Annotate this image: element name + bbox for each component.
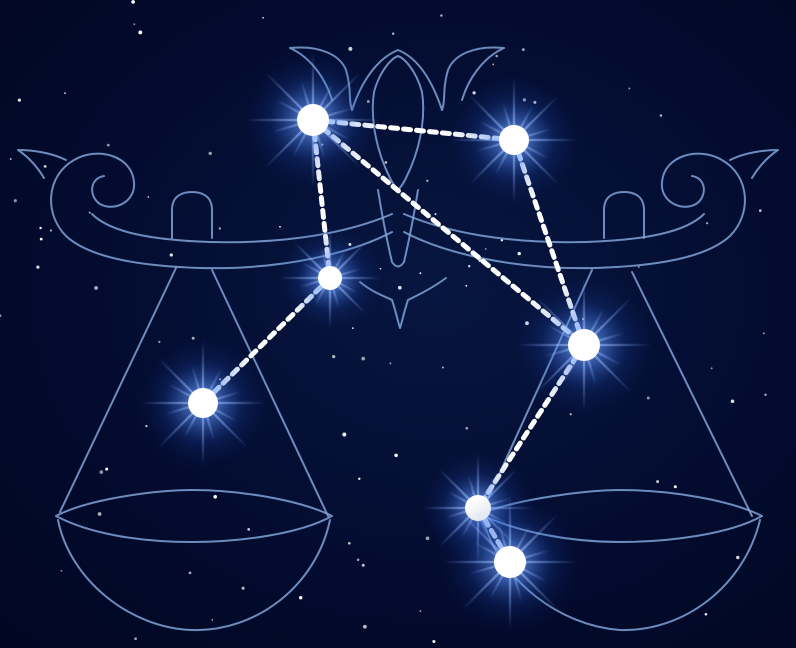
background-star [730, 399, 735, 404]
background-star [49, 229, 53, 232]
background-star [397, 285, 402, 290]
background-star [646, 396, 650, 400]
background-star [133, 23, 136, 26]
background-star [36, 265, 40, 269]
background-star [465, 426, 469, 430]
background-star [392, 32, 395, 35]
background-star [138, 30, 143, 35]
background-star [147, 196, 150, 198]
background-star [356, 558, 360, 562]
background-stars [0, 0, 767, 644]
background-star [347, 541, 351, 545]
background-star [262, 16, 264, 19]
background-star [468, 265, 471, 268]
background-star [60, 570, 63, 572]
background-star [169, 253, 173, 257]
background-star [0, 314, 2, 318]
background-star [188, 571, 192, 575]
background-star [710, 367, 713, 370]
background-star [758, 209, 762, 212]
background-star [434, 213, 437, 216]
background-star [94, 285, 99, 290]
scale-pendant [359, 277, 447, 329]
background-star [218, 227, 221, 230]
background-star [106, 143, 110, 147]
background-star [521, 48, 525, 51]
background-star [17, 98, 22, 102]
background-star [332, 354, 336, 359]
background-star [361, 356, 366, 361]
background-star [88, 211, 91, 214]
background-star [465, 284, 468, 287]
background-star [299, 596, 303, 600]
background-star [99, 470, 104, 474]
background-star [39, 237, 43, 241]
background-star [426, 179, 429, 183]
background-star [97, 512, 102, 516]
crown-center-leaf [371, 55, 425, 191]
background-star [628, 87, 631, 90]
background-star [363, 624, 367, 629]
background-star [361, 563, 365, 567]
background-star [208, 151, 212, 156]
background-star [134, 637, 137, 641]
left-pan-bowl [57, 519, 331, 632]
background-star [492, 63, 495, 66]
background-star [39, 226, 42, 230]
background-star [419, 610, 422, 613]
background-star [247, 528, 251, 531]
background-star [704, 613, 708, 616]
background-star [517, 251, 521, 256]
right-ring [603, 191, 645, 239]
constellation-star [135, 335, 271, 471]
background-star [348, 46, 353, 51]
background-star [351, 327, 354, 329]
background-star [659, 114, 663, 117]
background-star [441, 366, 444, 369]
left-pan-rim [55, 489, 333, 543]
background-star [389, 362, 392, 365]
background-star [673, 485, 677, 489]
background-star [358, 477, 361, 481]
background-star [131, 0, 135, 4]
background-star [495, 54, 498, 58]
background-star [241, 586, 245, 590]
background-star [419, 272, 422, 275]
constellation-star [438, 490, 582, 634]
constellation-stars [135, 48, 656, 634]
constellation-star [446, 72, 582, 208]
background-star [158, 340, 161, 344]
background-star [638, 266, 640, 268]
background-star [342, 432, 347, 437]
background-star [384, 161, 388, 164]
background-star [764, 393, 767, 396]
background-star [484, 248, 487, 250]
background-star [105, 467, 109, 471]
background-star [213, 494, 218, 499]
scale-stem [377, 189, 419, 268]
background-star [656, 480, 660, 484]
left-pan-strings [59, 267, 329, 517]
background-star [9, 158, 12, 160]
background-star [432, 639, 436, 644]
background-star [706, 222, 709, 225]
constellation-star [276, 224, 384, 332]
scales-outline [17, 46, 779, 632]
background-star [13, 199, 17, 203]
background-star [736, 555, 740, 560]
left-ring [171, 191, 213, 239]
background-star [762, 332, 765, 335]
constellation-star [512, 273, 656, 417]
background-star [211, 618, 214, 621]
background-star [64, 92, 66, 95]
constellation-star [241, 48, 385, 192]
background-star [43, 165, 47, 168]
background-star [394, 453, 398, 458]
left-arm [17, 149, 393, 270]
background-star [440, 14, 443, 17]
background-star [279, 225, 281, 228]
